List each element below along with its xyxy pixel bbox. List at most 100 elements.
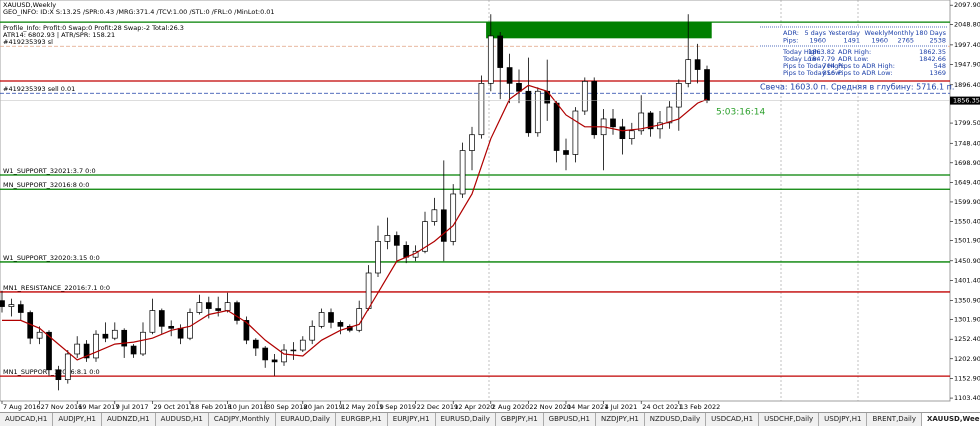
candle-body — [497, 35, 504, 68]
adr-header: 5 days — [804, 29, 826, 37]
candle-body — [328, 312, 334, 323]
candle-body — [17, 304, 24, 313]
atr-info: ATR14: 6802.93 | ATR/SPR: 158.21 — [3, 31, 115, 39]
candle-body — [36, 331, 43, 339]
candle-body — [177, 327, 184, 339]
y-tick-label: 1896.40 — [954, 81, 980, 89]
candle-body — [83, 343, 90, 359]
candle-body — [422, 221, 428, 252]
chart-tab[interactable]: AUDNZD,H1 — [102, 413, 156, 426]
candle-body — [243, 320, 250, 341]
chart-tab[interactable]: AUDUSD,H1 — [156, 413, 209, 426]
candle-body — [102, 333, 109, 339]
adr-header: Weekly — [865, 29, 889, 37]
adr-value: Pips: — [783, 37, 798, 45]
candle-body — [309, 325, 316, 341]
candle-body — [64, 353, 71, 381]
candle-body — [506, 67, 513, 84]
candle-body — [384, 235, 391, 242]
chart-tab[interactable]: USDCAD,H1 — [706, 413, 760, 426]
x-tick-label: 30 Sep 2018 — [266, 403, 307, 411]
candle-body — [365, 272, 372, 309]
candle-body — [205, 302, 212, 309]
candle-body — [8, 304, 15, 307]
y-tick-label: 1202.90 — [954, 355, 980, 363]
chart: #419235393 sl #419235393 sell 0.01 W1_SUPP… — [0, 0, 980, 411]
adr-header: Yesterday — [827, 29, 860, 37]
x-tick-label: 19 Mar 2017 — [78, 403, 119, 411]
x-tick-label: 4 Jul 2021 — [605, 403, 638, 411]
x-tick-label: 22 Dec 2019 — [417, 403, 459, 411]
candle-body — [525, 90, 532, 134]
candle-body — [487, 35, 494, 84]
chart-tab[interactable]: GBPUSD,H1 — [544, 413, 597, 426]
candle-body — [563, 150, 569, 155]
x-tick-label: 24 Oct 2021 — [642, 403, 682, 411]
candle-body — [469, 134, 475, 151]
chart-tab[interactable]: EURJPY,H1 — [388, 413, 436, 426]
chart-tab[interactable]: CADJPY,Monthly — [209, 413, 276, 426]
y-tick-label: 1550.40 — [954, 217, 980, 225]
x-tick-label: 2 Aug 2020 — [492, 403, 530, 411]
stat-cell: Pips to Today Low: — [783, 69, 842, 77]
y-tick-label: 1350.90 — [954, 296, 980, 304]
candle-body — [168, 325, 175, 329]
stat-cell: ADR Low: — [838, 55, 869, 63]
adr-header: Monthly — [888, 29, 914, 37]
x-tick-label: 10 Jun 2018 — [229, 403, 268, 411]
level-label: MN1_SUPPORT_12016:8.1 0:0 — [3, 368, 100, 376]
candle-body — [318, 312, 325, 327]
y-tick-label: 1450.90 — [954, 257, 980, 265]
chart-tab[interactable]: NZDJPY,H1 — [596, 413, 645, 426]
candle-body — [619, 126, 626, 140]
stat-cell: Pips to ADR High: — [838, 62, 895, 70]
candle-body — [403, 244, 410, 258]
candle-body — [299, 339, 306, 351]
chart-tab[interactable]: XAUUSD,Weekly — [922, 413, 980, 426]
chart-tab[interactable]: NZDUSD,Daily — [645, 413, 707, 426]
y-tick-label: 1103.40 — [954, 394, 980, 402]
profile-info: Profile_Info: Profit:0 Swap:0 Profit:28 … — [3, 24, 184, 32]
y-tick-label: 1252.40 — [954, 335, 980, 343]
adr-value: 2765 — [897, 37, 914, 45]
stat-cell: 704 — [823, 62, 835, 70]
chart-tab[interactable]: AUDJPY,H1 — [53, 413, 102, 426]
chart-tab[interactable]: USDCHF,Daily — [759, 413, 820, 426]
candle-body — [281, 349, 287, 363]
candle-body — [628, 130, 635, 140]
candle-body — [111, 329, 118, 339]
adr-value: 1960 — [809, 37, 826, 45]
y-tick-label: 1748.40 — [954, 139, 980, 147]
chart-tab[interactable]: GBPJPY,H1 — [496, 413, 544, 426]
candle-body — [140, 331, 146, 355]
chart-tab[interactable]: AUDCAD,H1 — [0, 413, 54, 426]
candle-body — [93, 333, 99, 359]
stat-cell: 548 — [934, 62, 946, 70]
bar-timer: 5:03:16:14 — [716, 108, 765, 118]
stat-cell: ADR High: — [838, 48, 871, 56]
marks: #419235393 sl #419235393 sell 0.01 W1_SUPP… — [0, 4, 953, 404]
y-tick-label: 1152.90 — [954, 375, 980, 383]
candle-body — [393, 235, 400, 246]
stat-cell: Pips to Today High: — [783, 62, 845, 70]
stat-cell: 1863.82 — [808, 48, 835, 56]
adr-value: 2538 — [929, 37, 946, 45]
adr-header: 180 Days — [915, 29, 946, 37]
y-tick-label: 2097.90 — [954, 1, 980, 9]
x-tick-label: 14 Mar 2021 — [567, 403, 608, 411]
chart-tab[interactable]: EURUSD,Daily — [436, 413, 496, 426]
x-tick-label: 18 Feb 2018 — [191, 403, 231, 411]
candle-body — [224, 302, 231, 311]
x-tick-label: 12 May 2019 — [341, 403, 383, 411]
chart-tab[interactable]: BRENT,Daily — [867, 413, 923, 426]
x-tick-label: 22 Nov 2020 — [529, 403, 571, 411]
candle-body — [130, 345, 137, 355]
x-tick-label: 7 Aug 2016 — [3, 403, 41, 411]
chart-tab[interactable]: EURAUD,Daily — [276, 413, 336, 426]
y-tick-label: 1698.90 — [954, 159, 980, 167]
candle-body — [572, 110, 579, 155]
chart-tab[interactable]: USDJPY,H1 — [819, 413, 868, 426]
candle-body — [74, 343, 81, 355]
chart-tab[interactable]: EURGBP,H1 — [336, 413, 388, 426]
header-info: XAUUSD,Weekly GEO_INFO: ID:X S:13.25 /SP… — [3, 1, 275, 39]
